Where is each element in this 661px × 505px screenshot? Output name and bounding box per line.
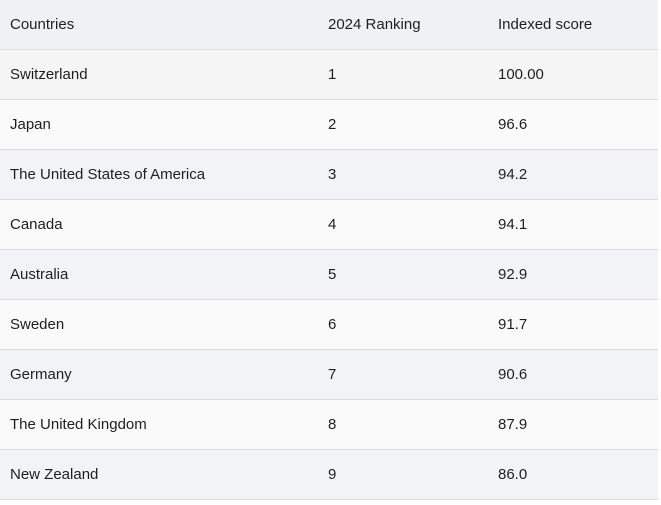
table-row: Germany 7 90.6 — [0, 349, 658, 400]
score-cell: 100.00 — [488, 49, 658, 100]
rank-cell: 9 — [318, 449, 488, 500]
score-cell: 96.6 — [488, 99, 658, 150]
score-cell: 91.7 — [488, 299, 658, 350]
country-cell: Germany — [0, 349, 318, 400]
score-cell: 94.1 — [488, 199, 658, 250]
table-row: Switzerland 1 100.00 — [0, 49, 658, 100]
column-header-ranking: 2024 Ranking — [318, 0, 488, 50]
country-cell: Canada — [0, 199, 318, 250]
country-cell: New Zealand — [0, 449, 318, 500]
score-cell: 86.0 — [488, 449, 658, 500]
header-row: Countries 2024 Ranking Indexed score — [0, 0, 658, 50]
table-row: Sweden 6 91.7 — [0, 299, 658, 350]
score-cell: 90.6 — [488, 349, 658, 400]
rank-cell: 2 — [318, 99, 488, 150]
country-cell: Switzerland — [0, 49, 318, 100]
rank-cell: 3 — [318, 149, 488, 200]
rank-cell: 7 — [318, 349, 488, 400]
country-cell: The United Kingdom — [0, 399, 318, 450]
rank-cell: 5 — [318, 249, 488, 300]
column-header-countries: Countries — [0, 0, 318, 50]
country-cell: The United States of America — [0, 149, 318, 200]
column-header-score: Indexed score — [488, 0, 658, 50]
table-row: Canada 4 94.1 — [0, 199, 658, 250]
country-cell: Australia — [0, 249, 318, 300]
table-row: The United Kingdom 8 87.9 — [0, 399, 658, 450]
score-cell: 87.9 — [488, 399, 658, 450]
table-row: Australia 5 92.9 — [0, 249, 658, 300]
rank-cell: 8 — [318, 399, 488, 450]
table-header: Countries 2024 Ranking Indexed score — [0, 0, 658, 50]
table-row: New Zealand 9 86.0 — [0, 449, 658, 500]
rank-cell: 4 — [318, 199, 488, 250]
rank-cell: 6 — [318, 299, 488, 350]
table-row: Japan 2 96.6 — [0, 99, 658, 150]
score-cell: 94.2 — [488, 149, 658, 200]
country-cell: Japan — [0, 99, 318, 150]
table-row: The United States of America 3 94.2 — [0, 149, 658, 200]
rank-cell: 1 — [318, 49, 488, 100]
country-cell: Sweden — [0, 299, 318, 350]
score-cell: 92.9 — [488, 249, 658, 300]
table-body: Switzerland 1 100.00 Japan 2 96.6 The Un… — [0, 49, 658, 500]
